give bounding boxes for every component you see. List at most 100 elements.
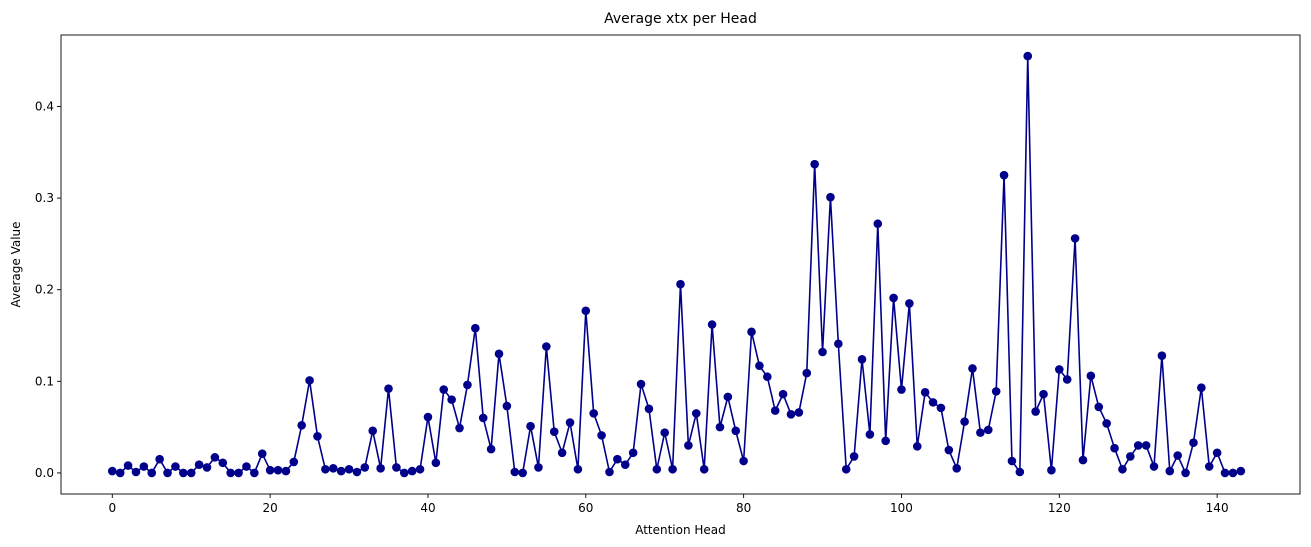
data-point [936, 403, 946, 413]
y-tick-label: 0.0 [35, 466, 54, 480]
data-point [1149, 462, 1159, 471]
data-point [179, 468, 188, 478]
data-point [1078, 455, 1088, 465]
data-point [676, 279, 685, 289]
data-point [297, 420, 306, 430]
data-point [1110, 443, 1119, 453]
data-point [755, 361, 764, 371]
data-point [226, 468, 235, 478]
data-point [786, 409, 796, 419]
x-tick-label: 0 [108, 501, 116, 515]
data-point [1015, 467, 1025, 477]
data-point [1181, 468, 1190, 478]
data-point [1157, 351, 1167, 360]
data-point [257, 449, 267, 458]
data-point [976, 428, 985, 437]
data-point [439, 385, 449, 394]
data-point [1228, 468, 1238, 478]
data-point [1189, 438, 1198, 447]
data-point [131, 467, 141, 477]
data-point [889, 293, 898, 303]
data-point [747, 327, 756, 337]
data-point [163, 468, 172, 478]
data-point [873, 219, 883, 229]
data-point [344, 464, 354, 474]
data-point [770, 406, 780, 415]
data-point [1141, 441, 1151, 450]
chart-title: Average xtx per Head [604, 11, 757, 27]
data-point [234, 468, 243, 478]
data-point [897, 385, 906, 394]
data-point [834, 339, 843, 349]
data-point [1204, 462, 1214, 471]
data-point [613, 454, 622, 464]
data-point [589, 409, 598, 418]
data-point [384, 384, 393, 393]
data-point [707, 320, 717, 329]
data-point [1173, 451, 1182, 460]
data-point [810, 159, 819, 169]
data-point [818, 347, 827, 357]
data-point [1236, 466, 1246, 476]
data-point [123, 461, 133, 470]
data-point [912, 442, 922, 451]
data-point [1102, 419, 1111, 428]
data-point [115, 468, 125, 478]
data-point [186, 468, 196, 478]
data-point [660, 428, 670, 437]
data-point [794, 408, 804, 417]
data-point [526, 421, 535, 431]
data-point [542, 342, 551, 351]
data-point [1197, 383, 1206, 393]
data-point [147, 468, 157, 478]
x-tick-label: 40 [420, 501, 435, 515]
data-point [1094, 402, 1104, 412]
data-point [605, 467, 614, 477]
data-point [415, 464, 425, 474]
data-point [581, 306, 591, 316]
data-point [392, 463, 401, 472]
series-line [112, 55, 1241, 474]
data-point [644, 404, 654, 414]
axes-frame [60, 34, 1301, 495]
data-point [857, 355, 867, 364]
data-point [1007, 456, 1017, 466]
data-point [1047, 465, 1056, 475]
data-point [1062, 375, 1072, 384]
data-point [1212, 448, 1222, 458]
data-point [1118, 464, 1127, 474]
y-tick-label: 0.1 [35, 374, 54, 388]
data-point [250, 468, 259, 478]
data-point [407, 466, 417, 476]
data-point [731, 426, 741, 436]
data-point [399, 468, 409, 478]
data-point [455, 423, 464, 433]
data-point [218, 458, 228, 468]
data-point [928, 398, 938, 407]
data-point [549, 427, 559, 437]
data-point [1039, 389, 1048, 399]
data-point [991, 387, 1001, 396]
data-point [534, 463, 543, 472]
data-point [328, 464, 338, 473]
data-point [478, 413, 488, 423]
data-point [336, 466, 346, 476]
data-point [202, 463, 212, 472]
data-point [636, 379, 646, 389]
data-point [352, 467, 362, 477]
data-point [1086, 371, 1096, 381]
data-point [620, 460, 630, 469]
data-point [360, 463, 370, 472]
data-point [194, 460, 204, 469]
data-point [486, 444, 496, 454]
data-point [242, 462, 251, 471]
data-point [739, 456, 748, 466]
y-tick-label: 0.4 [35, 99, 54, 113]
data-point [1133, 441, 1143, 450]
data-point [494, 349, 504, 359]
data-point [778, 389, 788, 399]
data-point [502, 401, 512, 411]
data-point [573, 464, 583, 474]
data-point [849, 452, 859, 461]
plot-area: 0 20 40 60 80 100 120 140 0.0 0.1 0.2 0.3 0.4 [35, 34, 1301, 515]
